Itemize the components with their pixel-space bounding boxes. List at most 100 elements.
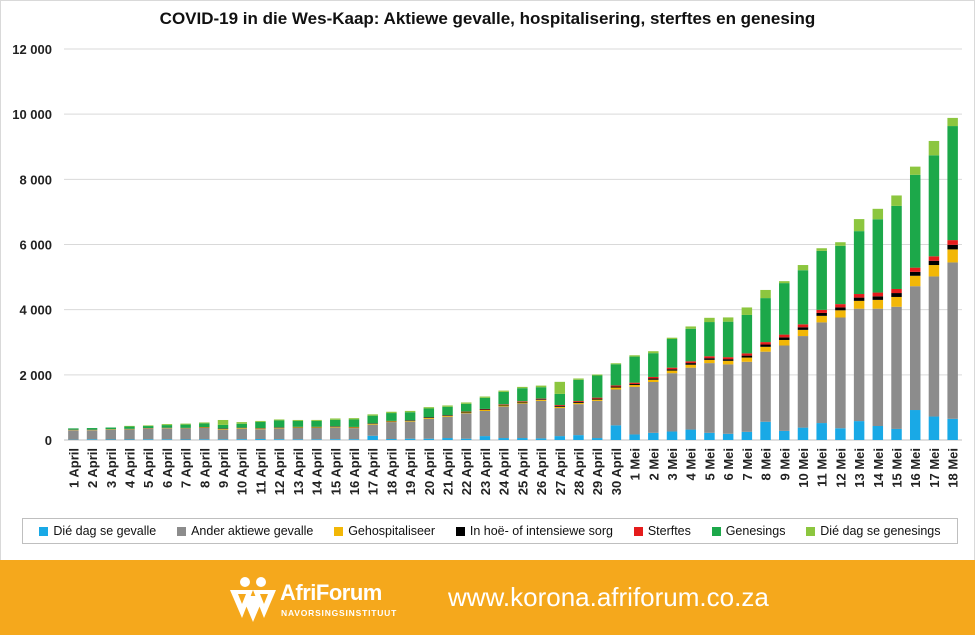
- bar-segment: [554, 405, 566, 407]
- bar-segment: [797, 329, 809, 337]
- legend: Dié dag se gevalle Ander aktiewe gevalle G…: [22, 518, 958, 544]
- bar-segment: [648, 379, 659, 382]
- bar-segment: [161, 424, 173, 426]
- x-tick-label: 4 Mei: [684, 448, 699, 481]
- bar-segment: [666, 338, 678, 368]
- bar-segment: [666, 370, 678, 374]
- bar-segment: [835, 307, 846, 311]
- bar-segment: [573, 379, 584, 401]
- bar-segment: [741, 357, 753, 362]
- x-tick-label: 9 April: [216, 448, 231, 488]
- x-axis-labels: 1 April 2 April 3 April 4 April 5 April 6 Apr…: [66, 448, 960, 495]
- bar-segment: [685, 364, 696, 368]
- bar-segment: [704, 356, 715, 359]
- bar-segment: [404, 412, 416, 421]
- bar-segment: [479, 411, 491, 437]
- x-tick-label: 1 Mei: [628, 448, 643, 481]
- legend-swatch: [39, 526, 49, 536]
- bar-segment: [816, 309, 827, 313]
- bar-segment: [404, 421, 416, 439]
- bar-segment: [891, 205, 902, 289]
- bar-segment: [517, 402, 528, 404]
- bar-segment: [591, 398, 603, 400]
- bar-segment: [330, 418, 341, 420]
- bar-segment: [423, 407, 435, 409]
- bar-segment: [273, 439, 285, 440]
- bar-segment: [909, 267, 921, 272]
- bar-segment: [573, 402, 584, 405]
- bar-segment: [273, 428, 285, 440]
- bar-segment: [535, 398, 547, 400]
- bar-segment: [666, 369, 678, 371]
- legend-item: Dié dag se gevalle: [39, 524, 156, 538]
- bar-segment: [573, 435, 584, 440]
- bar-segment: [199, 423, 210, 427]
- bar-segment: [835, 310, 846, 318]
- legend-item: Gehospitaliseer: [334, 524, 435, 538]
- bar-segment: [891, 195, 902, 206]
- chart-plot: 0 2 000 4 000 6 000 8 000 10 000 12 000 1 Apri…: [12, 42, 962, 495]
- bar-segment: [311, 420, 322, 427]
- bar-segment: [666, 337, 678, 339]
- website-link[interactable]: www.korona.afriforum.co.za: [448, 582, 769, 612]
- bar-segment: [610, 387, 622, 390]
- bar-segment: [760, 298, 771, 343]
- y-tick-label: 2 000: [19, 368, 52, 383]
- bar-segment: [629, 383, 640, 385]
- bar-segment: [760, 344, 771, 347]
- bar-segment: [872, 208, 884, 220]
- bar-segment: [779, 430, 790, 440]
- bar-segment: [348, 428, 360, 440]
- bar-segment: [872, 292, 884, 297]
- bar-segment: [853, 297, 865, 301]
- bar-segment: [255, 420, 266, 422]
- bar-segment: [909, 275, 921, 287]
- bar-segment: [835, 317, 846, 429]
- bar-segment: [685, 363, 696, 365]
- x-tick-label: 25 April: [515, 448, 530, 495]
- x-tick-label: 15 April: [328, 448, 343, 495]
- x-tick-label: 12 April: [272, 448, 287, 495]
- bar-segment: [236, 422, 247, 424]
- bar-segment: [928, 260, 940, 266]
- bar-segment: [816, 312, 827, 316]
- legend-label: Gehospitaliseer: [348, 524, 436, 538]
- bar-segment: [704, 359, 715, 364]
- bar-segment: [760, 342, 771, 345]
- bar-segment: [685, 367, 696, 430]
- bar-segment: [722, 317, 734, 322]
- legend-item: Ander aktiewe gevalle: [177, 524, 313, 538]
- bar-segment: [386, 439, 397, 440]
- x-tick-label: 14 Mei: [871, 448, 886, 488]
- bar-segment: [610, 363, 622, 365]
- bar-segment: [779, 339, 790, 346]
- bar-segment: [554, 404, 566, 406]
- bar-segment: [386, 422, 397, 440]
- bar-segment: [722, 357, 734, 360]
- bar-segment: [648, 378, 659, 380]
- x-tick-label: 17 Mei: [927, 448, 942, 488]
- bar-segment: [105, 429, 117, 440]
- bar-segment: [460, 413, 472, 439]
- bar-segment: [498, 390, 509, 392]
- x-tick-label: 6 April: [160, 448, 175, 488]
- bar-segment: [161, 439, 173, 440]
- bar-segment: [86, 439, 98, 440]
- bar-segment: [685, 328, 696, 362]
- bar-segment: [348, 427, 360, 429]
- bar-segment: [86, 428, 98, 430]
- bar-segment: [741, 353, 753, 356]
- x-tick-label: 28 April: [571, 448, 586, 495]
- bar-segment: [554, 406, 566, 409]
- bars: [68, 117, 958, 440]
- bar-segment: [498, 404, 509, 405]
- bar-segment: [460, 438, 472, 440]
- legend-item: Dié dag se genesings: [806, 524, 941, 538]
- bar-segment: [947, 418, 958, 440]
- bar-segment: [872, 425, 884, 440]
- legend-label: Ander aktiewe gevalle: [191, 524, 314, 538]
- bar-segment: [722, 360, 734, 365]
- bar-segment: [573, 404, 584, 436]
- bar-segment: [479, 436, 491, 440]
- bar-segment: [460, 402, 472, 404]
